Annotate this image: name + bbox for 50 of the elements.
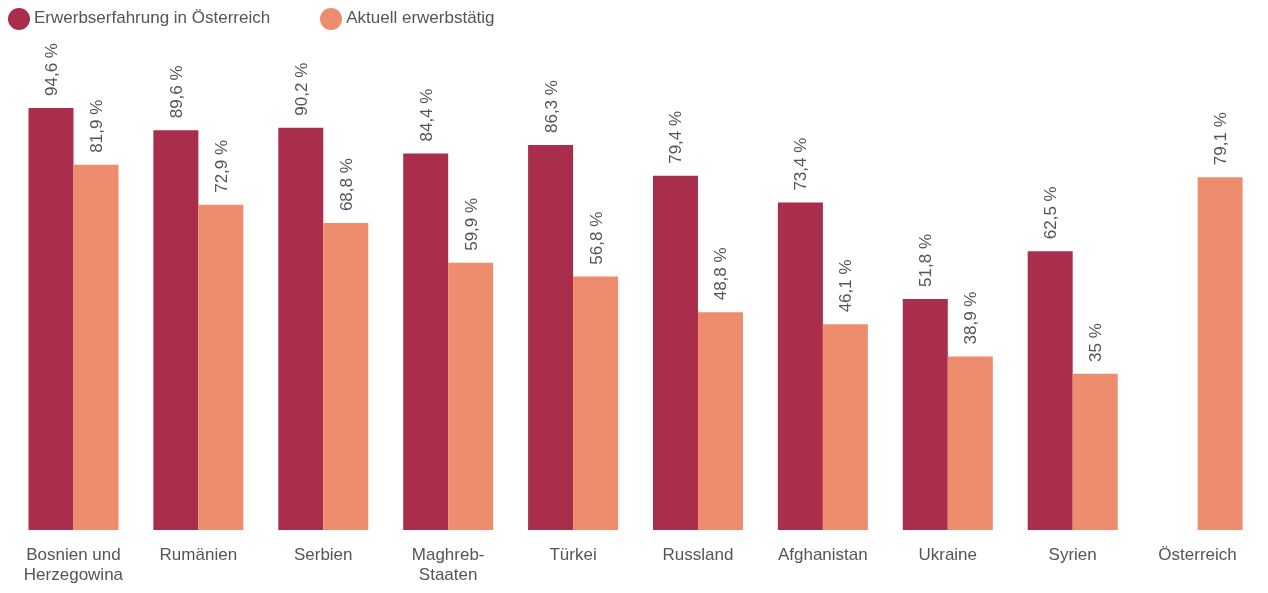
x-tick-label: Türkei <box>549 545 597 564</box>
bar <box>278 127 324 530</box>
bar <box>822 324 868 530</box>
bar <box>28 108 74 530</box>
data-label: 72,9 % <box>211 139 231 193</box>
data-label: 86,3 % <box>541 80 561 134</box>
bar <box>947 356 993 530</box>
bar <box>1197 177 1243 530</box>
x-tick-label: Syrien <box>1048 545 1097 564</box>
bar <box>448 262 494 530</box>
data-label: 73,4 % <box>791 137 811 191</box>
bar <box>652 175 698 530</box>
bar <box>1027 251 1073 530</box>
x-tick-label: Serbien <box>293 545 353 564</box>
x-tick-label: Afghanistan <box>777 545 868 564</box>
x-tick-label: Russland <box>662 545 734 564</box>
data-label: 48,8 % <box>711 247 731 301</box>
data-label: 59,9 % <box>461 197 481 251</box>
bar <box>573 276 619 530</box>
x-tick-label: Österreich <box>1158 545 1237 564</box>
data-label: 68,8 % <box>336 158 356 212</box>
data-label: 79,1 % <box>1211 112 1231 166</box>
data-label: 81,9 % <box>86 99 106 153</box>
data-label: 79,4 % <box>666 110 686 164</box>
bar <box>528 145 574 530</box>
data-label: 56,8 % <box>586 211 606 265</box>
data-label: 89,6 % <box>166 65 186 119</box>
bar <box>323 223 369 530</box>
data-label: 62,5 % <box>1041 186 1061 240</box>
legend-label: Erwerbserfahrung in Österreich <box>34 8 271 28</box>
bar <box>777 202 823 530</box>
x-tick-label: Rumänien <box>159 545 238 564</box>
x-tick-label: Bosnien und Herzegowina <box>23 545 124 584</box>
bar <box>902 298 948 530</box>
bar <box>198 204 244 530</box>
x-tick-label: Ukraine <box>918 545 978 564</box>
bar <box>1072 373 1118 530</box>
data-label: 84,4 % <box>416 88 436 142</box>
x-tick-label: Maghreb-Staaten <box>411 545 485 584</box>
data-label: 51,8 % <box>916 233 936 287</box>
legend-label: Aktuell erwerbstätig <box>346 8 495 28</box>
bar <box>697 312 743 530</box>
data-label: 94,6 % <box>41 43 61 96</box>
bar <box>73 164 119 530</box>
data-label: 90,2 % <box>291 62 311 116</box>
bar <box>153 130 199 530</box>
data-label: 38,9 % <box>961 291 981 345</box>
bar <box>403 153 449 530</box>
data-label: 46,1 % <box>836 259 856 313</box>
data-label: 35 % <box>1086 323 1106 362</box>
